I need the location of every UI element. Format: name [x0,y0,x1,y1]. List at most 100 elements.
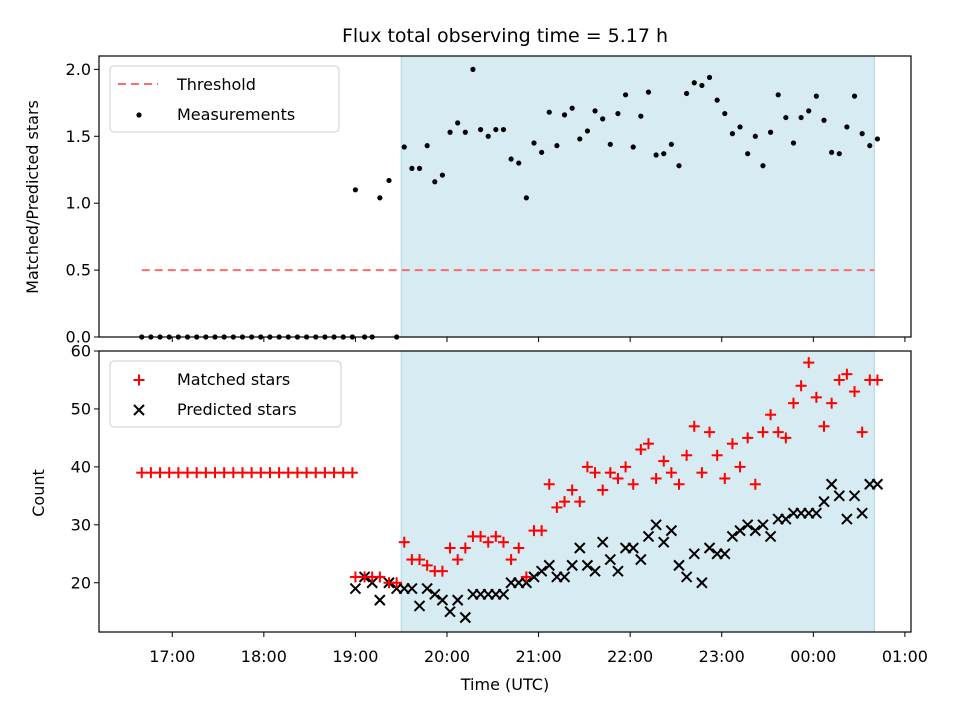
measurement-point [352,187,359,193]
matched-star-marker [421,559,433,571]
measurement-point [653,152,659,158]
measurement-point [546,109,552,115]
matched-star-marker [414,554,426,566]
measurement-point [500,126,507,133]
bottom-xtick-label: 23:00 [699,647,745,666]
measurement-point [813,93,819,99]
predicted-star-marker [589,565,601,577]
predicted-star-marker [520,577,533,589]
measurement-point [676,163,682,169]
measurement-point [836,151,842,157]
matched-star-marker [856,426,868,438]
predicted-star-marker [604,553,617,566]
measurement-point [737,124,743,130]
measurement-point [745,151,751,157]
measurement-point [630,144,636,150]
measurement-point [729,131,736,137]
measurement-point [783,114,789,121]
measurement-point [829,149,835,155]
matched-star-marker [749,478,761,490]
measurement-point [592,108,598,114]
legend-threshold-label: Threshold [176,75,256,94]
measurement-point [485,133,491,139]
measurement-point [615,110,621,117]
measurement-point [409,165,415,171]
top-ytick-label: 0.0 [66,328,91,347]
bottom-legend: Matched stars Predicted stars [109,360,342,428]
predicted-star-marker [810,507,823,519]
predicted-star-marker [612,565,624,577]
matched-star-marker [520,571,532,583]
predicted-star-marker [627,542,639,554]
matched-star-marker [490,530,502,542]
matched-star-marker [818,420,830,432]
matched-star-marker [726,438,738,450]
predicted-star-marker [566,559,578,572]
measurement-point [523,195,529,201]
matched-star-marker [374,571,386,583]
matched-star-marker [871,374,883,386]
measurement-point [867,143,873,149]
predicted-star-marker [665,524,678,537]
bottom-ytick-label: 30 [71,515,91,534]
matched-star-marker [757,426,769,438]
predicted-star-marker [558,571,571,583]
matched-star-marker [642,438,654,450]
x-axis-label: Time (UTC) [460,675,549,694]
matched-star-marker [452,554,464,566]
top-ytick-label: 0.5 [66,261,91,280]
matched-star-marker [459,542,471,554]
legend-box [109,65,340,133]
measurement-point [455,120,461,126]
matched-star-marker [627,478,639,490]
predicted-star-marker [451,594,464,606]
bottom-ytick-label: 60 [71,342,91,361]
bottom-xtick-label: 00:00 [790,647,836,666]
measurement-point [539,149,545,155]
measurement-point [531,140,537,146]
predicted-star-marker [528,571,540,583]
matched-star-marker [475,530,487,542]
measurement-point [432,179,438,185]
matched-star-marker [826,397,838,409]
predicted-star-marker [871,478,884,490]
measurement-point [554,143,560,149]
bottom-xtick-label: 19:00 [332,647,378,666]
measurement-point [775,92,781,98]
matched-star-marker [658,455,670,467]
matched-star-marker [650,472,662,484]
measurement-point [645,89,652,95]
matched-star-marker [704,426,716,438]
predicted-star-marker [459,611,472,624]
predicted-star-marker [726,530,739,543]
measurement-point [638,113,644,119]
measurement-point [874,136,881,142]
measurement-point [668,141,674,147]
matched-star-marker [574,496,586,508]
predicted-star-marker [650,519,662,531]
matched-star-marker [497,536,509,548]
matched-star-marker [391,577,403,589]
predicted-star-marker [680,571,693,583]
matched-star-marker [765,409,777,421]
predicted-star-marker [429,588,441,601]
top-legend: Threshold Measurements [109,65,340,133]
measurement-point [859,131,865,137]
matched-star-marker [505,554,517,566]
predicted-star-marker [696,577,708,589]
matched-star-marker [398,536,410,548]
measurement-point [439,172,446,178]
predicted-star-marker [673,559,685,572]
predicted-star-marker [734,524,746,537]
matched-star-marker [787,397,799,409]
observing-window-span [400,55,875,338]
predicted-star-marker [833,490,845,502]
predicted-star-marker [825,478,838,490]
matched-star-marker [711,449,723,461]
matched-star-marker [681,449,693,461]
legend-matched-swatch [133,374,145,386]
predicted-star-marker [497,588,510,601]
measurement-point [760,163,766,169]
measurement-point [386,177,392,184]
matched-star-marker [665,467,677,479]
